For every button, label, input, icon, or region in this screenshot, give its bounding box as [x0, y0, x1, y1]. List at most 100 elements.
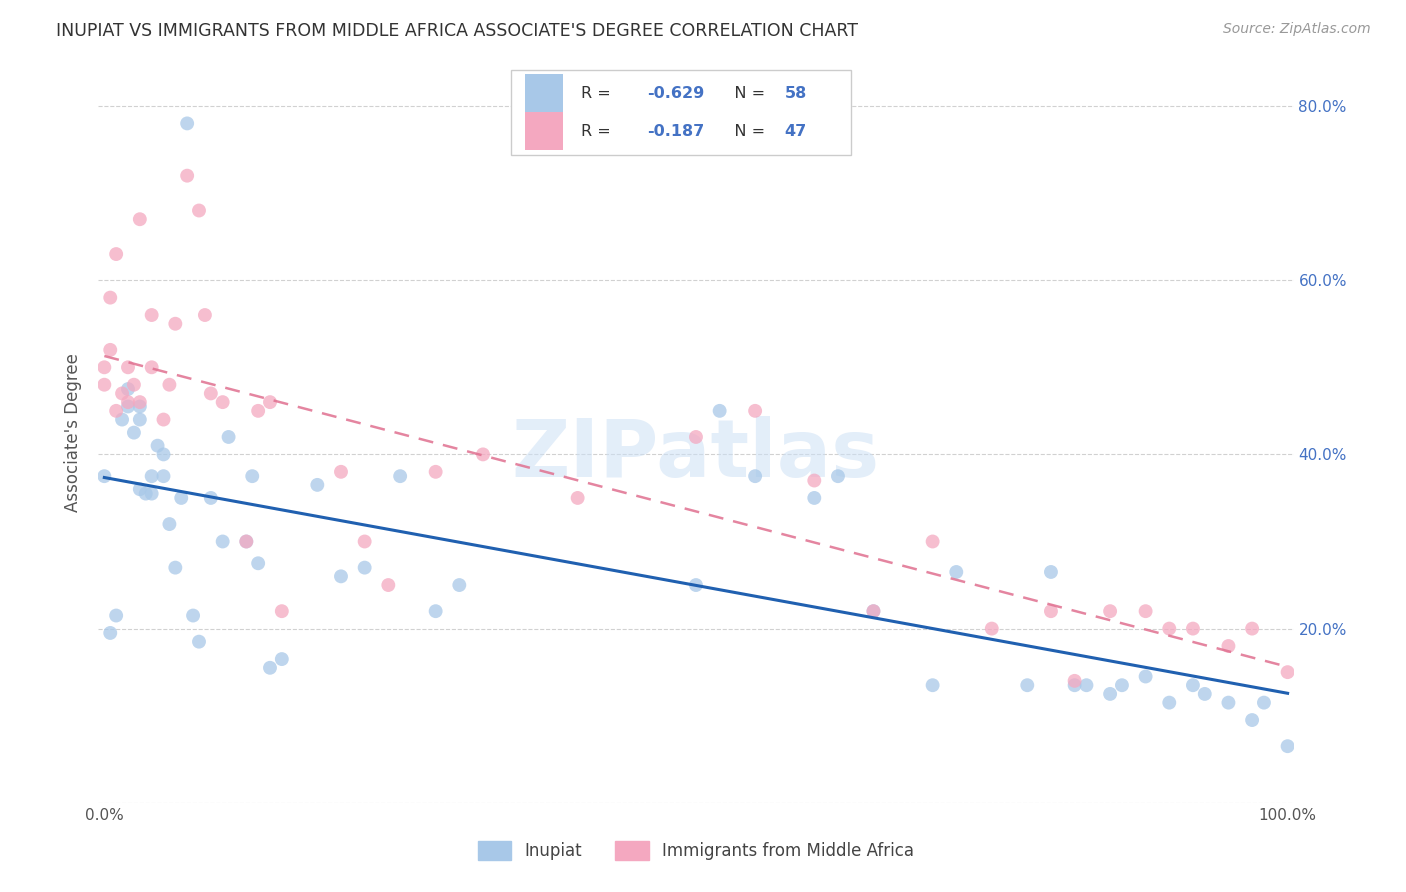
Point: [176, 116, 198, 130]
Point: [980, 622, 1002, 636]
Point: [259, 395, 281, 409]
Point: [117, 400, 139, 414]
Point: [389, 469, 412, 483]
Point: [1277, 739, 1299, 754]
Point: [1181, 678, 1204, 692]
Point: [211, 395, 233, 409]
Point: [165, 317, 187, 331]
Y-axis label: Associate's Degree: Associate's Degree: [65, 353, 83, 512]
Point: [98, 626, 121, 640]
Point: [211, 534, 233, 549]
Text: INUPIAT VS IMMIGRANTS FROM MIDDLE AFRICA ASSOCIATE'S DEGREE CORRELATION CHART: INUPIAT VS IMMIGRANTS FROM MIDDLE AFRICA…: [56, 22, 858, 40]
Point: [122, 377, 145, 392]
Point: [117, 395, 139, 409]
Point: [353, 560, 375, 574]
Point: [188, 634, 211, 648]
Point: [1277, 665, 1299, 680]
Point: [117, 382, 139, 396]
Point: [270, 604, 292, 618]
Point: [425, 465, 447, 479]
Point: [98, 291, 121, 305]
Point: [1039, 565, 1062, 579]
Point: [141, 360, 163, 375]
Point: [1241, 713, 1264, 727]
Point: [1218, 696, 1240, 710]
Point: [247, 556, 270, 570]
Point: [152, 447, 174, 461]
Point: [1076, 678, 1098, 692]
Point: [128, 400, 150, 414]
Point: [862, 604, 884, 618]
Point: [377, 578, 399, 592]
Point: [157, 377, 180, 392]
Point: [105, 404, 128, 418]
Point: [165, 560, 187, 574]
Point: [122, 425, 145, 440]
Point: [111, 412, 134, 426]
Point: [141, 469, 163, 483]
Text: -0.629: -0.629: [647, 87, 704, 101]
Point: [146, 439, 169, 453]
Point: [235, 534, 257, 549]
Bar: [524, 74, 564, 113]
Point: [1241, 622, 1264, 636]
Point: [188, 203, 211, 218]
FancyBboxPatch shape: [510, 70, 852, 155]
Point: [141, 308, 163, 322]
Point: [170, 491, 193, 505]
Point: [200, 491, 222, 505]
Point: [1181, 622, 1204, 636]
Point: [128, 395, 150, 409]
Point: [93, 377, 115, 392]
Legend: Inupiat, Immigrants from Middle Africa: Inupiat, Immigrants from Middle Africa: [470, 832, 922, 869]
Point: [921, 678, 943, 692]
Point: [1194, 687, 1216, 701]
Point: [128, 412, 150, 426]
Point: [472, 447, 495, 461]
Text: Source: ZipAtlas.com: Source: ZipAtlas.com: [1223, 22, 1371, 37]
Point: [803, 491, 825, 505]
Point: [157, 517, 180, 532]
Point: [1063, 673, 1085, 688]
Point: [685, 430, 707, 444]
Point: [945, 565, 967, 579]
Point: [181, 608, 204, 623]
Point: [1099, 604, 1122, 618]
Point: [235, 534, 257, 549]
Point: [105, 608, 128, 623]
Point: [176, 169, 198, 183]
Text: N =: N =: [718, 124, 770, 138]
Point: [709, 404, 731, 418]
Text: 47: 47: [785, 124, 807, 138]
Point: [803, 474, 825, 488]
Point: [1218, 639, 1240, 653]
Text: R =: R =: [581, 124, 616, 138]
Point: [827, 469, 849, 483]
Point: [128, 482, 150, 496]
Point: [744, 469, 766, 483]
Point: [921, 534, 943, 549]
Text: R =: R =: [581, 87, 616, 101]
Point: [135, 486, 157, 500]
Point: [240, 469, 263, 483]
Point: [744, 404, 766, 418]
Bar: [524, 112, 564, 151]
Point: [353, 534, 375, 549]
Point: [152, 412, 174, 426]
Point: [111, 386, 134, 401]
Point: [270, 652, 292, 666]
Text: -0.187: -0.187: [647, 124, 704, 138]
Point: [330, 569, 353, 583]
Point: [1253, 696, 1275, 710]
Point: [1135, 669, 1157, 683]
Point: [93, 360, 115, 375]
Text: ZIPatlas: ZIPatlas: [512, 416, 880, 494]
Point: [330, 465, 353, 479]
Point: [141, 486, 163, 500]
Point: [105, 247, 128, 261]
Point: [218, 430, 240, 444]
Text: 58: 58: [785, 87, 807, 101]
Point: [93, 469, 115, 483]
Point: [194, 308, 217, 322]
Point: [1017, 678, 1039, 692]
